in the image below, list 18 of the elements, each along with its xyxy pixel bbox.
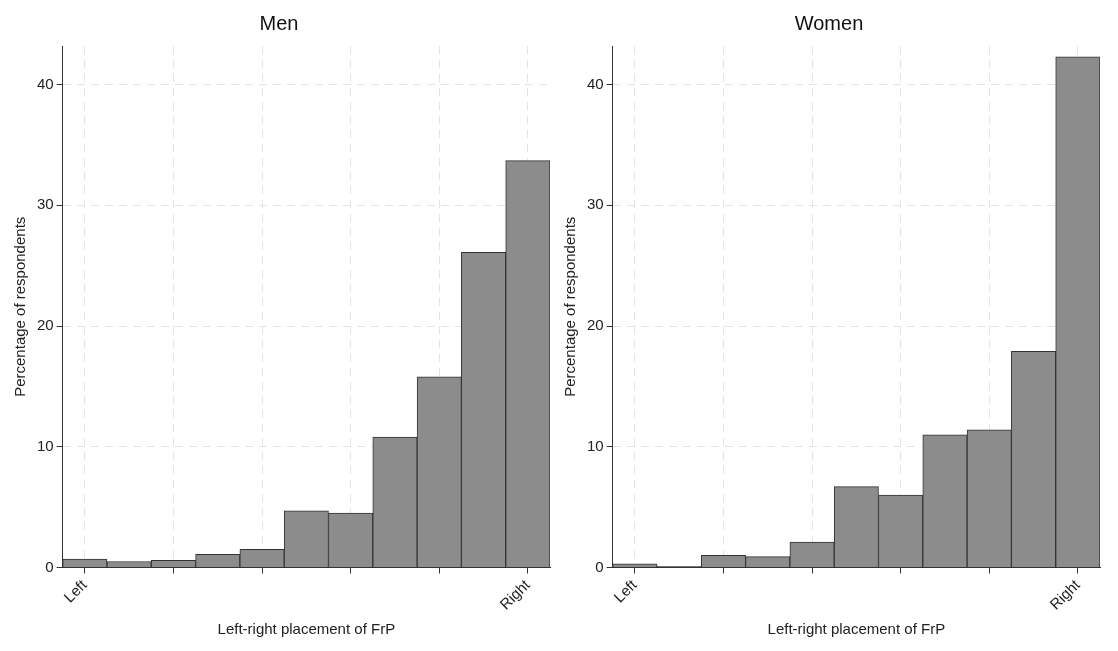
- y-tick-label: 0: [595, 557, 604, 575]
- y-tick-label: 40: [587, 74, 604, 92]
- y-axis-title: Percentage of respondents: [561, 216, 579, 397]
- y-axis-title: Percentage of respondents: [11, 216, 29, 397]
- y-tick-label: 20: [587, 316, 604, 334]
- chart-title: Men: [259, 11, 299, 34]
- y-tick-label: 0: [45, 557, 54, 575]
- y-tick-label: 10: [37, 436, 54, 454]
- x-axis-title: Left-right placement of FrP: [217, 620, 396, 638]
- y-tick-label: 40: [37, 74, 54, 92]
- y-tick-label: 10: [587, 436, 604, 454]
- y-tick-label: 30: [587, 195, 604, 213]
- y-tick-label: 20: [37, 316, 54, 334]
- y-tick-label: 30: [37, 195, 54, 213]
- chart-title: Women: [794, 11, 864, 34]
- x-tick-label: Left: [610, 575, 641, 606]
- x-tick-label: Left: [60, 575, 91, 606]
- x-axis-title: Left-right placement of FrP: [767, 620, 946, 638]
